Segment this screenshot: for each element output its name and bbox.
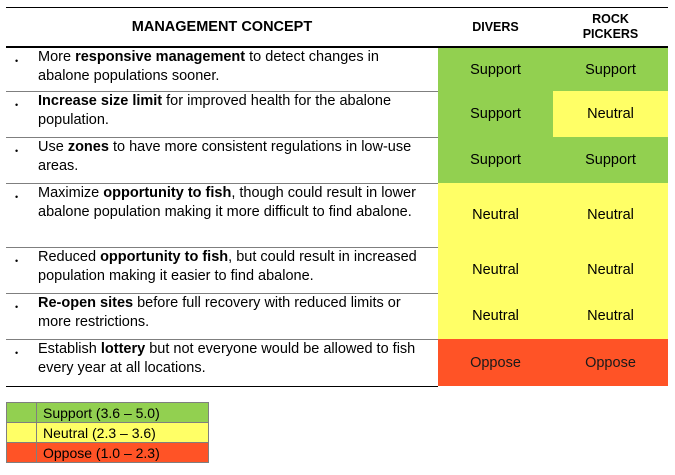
legend-label: Oppose (1.0 – 2.3) [36,442,209,463]
concept-text: More responsive management to detect cha… [38,48,426,86]
bullet-icon: • [15,191,19,202]
divers-rating-cell: Support [438,137,553,183]
divers-rating-cell: Neutral [438,183,553,247]
concept-cell: • Increase size limit for improved health… [6,91,438,138]
legend-row: Oppose (1.0 – 2.3) [6,442,209,463]
table-row: • More responsive management to detect ch… [6,47,668,92]
header-rock-pickers: ROCK PICKERS [553,7,668,48]
bullet-icon: • [15,56,19,66]
legend-row: Neutral (2.3 – 3.6) [6,422,209,443]
table-header-row: MANAGEMENT CONCEPT DIVERS ROCK PICKERS [6,7,668,48]
concept-text-plain: to have more consistent regulations in l… [38,138,412,174]
management-concept-table: MANAGEMENT CONCEPT DIVERS ROCK PICKERS •… [6,7,668,387]
legend-label: Support (3.6 – 5.0) [36,402,209,423]
bullet-icon: • [15,301,19,312]
divers-rating-cell: Neutral [438,247,553,293]
concept-text-plain: before full recovery with reduced limits… [38,294,401,330]
table-row: • Re-open sites before full recovery with… [6,293,668,340]
table-row: • Increase size limit for improved health… [6,91,668,138]
concept-text-bold: zones [67,138,109,155]
concept-text-plain: but not everyone would be allowed to fis… [38,340,416,376]
rating-legend: Support (3.6 – 5.0) Neutral (2.3 – 3.6) Op… [6,402,209,463]
rock-pickers-rating-cell: Neutral [553,247,668,293]
concept-cell: • Use zones to have more consistent regul… [6,137,438,184]
divers-rating-cell: Support [438,91,553,137]
bullet-icon: • [15,347,19,358]
rock-pickers-rating-cell: Support [553,137,668,183]
bullet-icon: • [15,145,19,156]
concept-cell: • Re-open sites before full recovery with… [6,293,438,340]
legend-swatch [6,422,37,443]
divers-rating-cell: Oppose [438,339,553,386]
concept-text: Establish lottery but not everyone would… [38,340,426,378]
header-rock-pickers-line1: ROCK [592,12,629,26]
concept-text-bold: Increase size limit [38,92,163,109]
concept-text-bold: responsive management [75,49,246,65]
concept-text: Re-open sites before full recovery with … [38,294,426,332]
concept-text-plain: to detect changes in abalone populations… [38,49,379,84]
concept-text: Use zones to have more consistent regula… [38,138,426,176]
concept-text-plain: for improved health for the abalone popu… [38,92,392,128]
concept-text-bold: lottery [100,340,146,357]
concept-cell: • Establish lottery but not everyone woul… [6,339,438,387]
bullet-icon: • [15,99,19,110]
concept-text-bold: opportunity to fish [100,248,229,265]
concept-cell: • Maximize opportunity to fish, though co… [6,183,438,248]
bullet-icon: • [15,255,19,266]
legend-row: Support (3.6 – 5.0) [6,402,209,423]
table-row: • Maximize opportunity to fish, though co… [6,183,668,248]
table-row: • Reduced opportunity to fish, but could … [6,247,668,294]
concept-text-plain: Establish [38,340,101,357]
concept-text: Increase size limit for improved health … [38,92,426,130]
concept-text: Maximize opportunity to fish, though cou… [38,184,426,222]
legend-label: Neutral (2.3 – 3.6) [36,422,209,443]
legend-swatch [6,402,37,423]
divers-rating-cell: Neutral [438,293,553,339]
concept-cell: • Reduced opportunity to fish, but could … [6,247,438,294]
legend-swatch [6,442,37,463]
rock-pickers-rating-cell: Neutral [553,183,668,247]
table-row: • Use zones to have more consistent regul… [6,137,668,184]
concept-cell: • More responsive management to detect ch… [6,47,438,92]
concept-text-plain: Maximize [38,184,104,201]
concept-text-bold: opportunity to fish [103,184,232,201]
header-management-concept: MANAGEMENT CONCEPT [6,7,438,48]
header-rock-pickers-line2: PICKERS [582,27,639,41]
concept-text: Reduced opportunity to fish, but could r… [38,248,426,286]
rock-pickers-rating-cell: Neutral [553,293,668,339]
concept-text-plain: Use [38,138,68,155]
concept-text-plain: Reduced [38,248,101,265]
rock-pickers-rating-cell: Support [553,47,668,91]
concept-text-plain: , though could result in lower abalone p… [38,184,416,220]
rock-pickers-rating-cell: Oppose [553,339,668,386]
concept-text-bold: Re-open sites [38,294,134,311]
rock-pickers-rating-cell: Neutral [553,91,668,137]
header-divers: DIVERS [438,7,553,48]
concept-text-plain: , but could result in increased populati… [38,248,417,284]
concept-text-plain: More [38,49,76,65]
divers-rating-cell: Support [438,47,553,91]
table-row: • Establish lottery but not everyone woul… [6,339,668,387]
